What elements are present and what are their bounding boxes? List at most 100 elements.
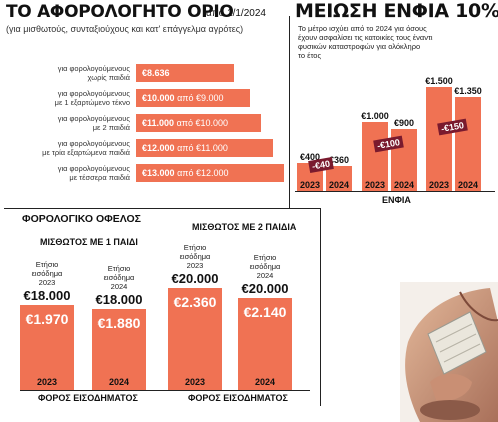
threshold-previous-value: από €11.000 [177,143,228,153]
threshold-value: €8.636 [142,68,170,78]
threshold-row-label-line1: για φορολογούμενους [57,139,130,148]
enfia-subtitle-line4: το έτος [298,51,322,60]
threshold-row-label: για φορολογούμενους χωρίς παιδιά [0,64,130,82]
threshold-bar: €12.000 από €11.000 [136,139,273,157]
enfia-subtitle-line3: φυσικών καταστροφών για ολόκληρο [298,42,421,51]
benefit-income-label-line2: εισόδημα [179,252,211,261]
enfia-bar-2024 [326,166,352,191]
benefit-tax-value: €1.970 [25,311,69,327]
enfia-subtitle-line1: Το μέτρο ισχύει από το 2024 για όσους [298,24,427,33]
benefit-income-year: 2024 [110,282,128,291]
threshold-row-label-line2: με τέσσερα παιδιά [69,173,130,182]
benefit-income-label: Ετήσιο εισόδημα 2024 [92,264,146,291]
threshold-bar: €10.000 από €9.000 [136,89,250,107]
enfia-subtitle-line2: έχουν ασφαλίσει τις κατοικίες τους έναντ… [298,33,433,42]
threshold-bar: €8.636 [136,64,234,82]
benefit-income-value: €20.000 [171,271,219,286]
benefit-income-label-line1: Ετήσιο [107,264,131,273]
enfia-bar-2023 [362,122,388,191]
benefit-income-label-line1: Ετήσιο [183,243,207,252]
benefit-income-value: €20.000 [241,281,289,296]
benefit-income-year: 2024 [256,271,274,280]
threshold-row-label-line2: χωρίς παιδιά [87,73,130,82]
enfia-year-label: 2024 [393,180,415,190]
enfia-year-label: 2024 [457,180,479,190]
benefit-baseline [20,390,310,391]
threshold-previous-value: από €12.000 [177,168,229,178]
threshold-value: €12.000 [142,143,175,153]
benefit-income-label-line2: εισόδημα [103,273,135,282]
enfia-baseline [295,191,495,192]
benefit-bar-2024 [238,298,292,390]
threshold-row-label-line1: για φορολογούμενους [57,164,130,173]
hands-money-photo [400,282,498,422]
threshold-subtitle: (για μισθωτούς, συνταξιούχους και κατ' ε… [6,24,244,34]
enfia-value-2024: €900 [393,118,415,128]
benefit-left-xlabel: ΦΟΡΟΣ ΕΙΣΟΔΗΜΑΤΟΣ [38,393,138,403]
threshold-value: €13.000 [142,168,175,178]
enfia-year-label: 2023 [364,180,386,190]
enfia-year-label: 2023 [299,180,321,190]
enfia-year-label: 2024 [328,180,350,190]
threshold-row-label-line2: με 1 εξαρτώμενο τέκνο [54,98,130,107]
benefit-tax-value: €2.140 [243,304,287,320]
divider-vertical [289,16,290,208]
threshold-title: ΤΟ ΑΦΟΡΟΛΟΓΗΤΟ ΟΡΙΟ [6,2,234,22]
threshold-bar-value: €8.636 [136,64,234,82]
enfia-value-2023: €400 [299,152,321,162]
divider-vertical-bottom [320,208,321,406]
enfia-year-label: 2023 [428,180,450,190]
threshold-previous-value: από €10.000 [176,118,229,128]
benefit-income-label: Ετήσιο εισόδημα 2023 [168,243,222,270]
threshold-value: €10.000 [142,93,175,103]
enfia-subtitle: Το μέτρο ισχύει από το 2024 για όσους έχ… [298,24,433,60]
benefit-year-label: 2023 [184,377,206,387]
benefit-income-label: Ετήσιο εισόδημα 2023 [20,260,74,287]
enfia-bar-2024 [455,97,481,191]
benefit-income-label-line2: εισόδημα [249,262,281,271]
threshold-bar-value: €12.000 από €11.000 [136,139,273,157]
benefit-income-label: Ετήσιο εισόδημα 2024 [238,253,292,280]
enfia-title: ΜΕΙΩΣΗ ΕΝΦΙΑ 10% [295,0,498,22]
threshold-row-label-line1: για φορολογούμενους [57,89,130,98]
threshold-row-label: για φορολογούμενους με 1 εξαρτώμενο τέκνο [0,89,130,107]
threshold-bar-value: €13.000 από €12.000 [136,164,284,182]
threshold-row-label-line1: για φορολογούμενους [57,64,130,73]
benefit-income-label-line1: Ετήσιο [35,260,59,269]
benefit-right-heading: ΜΙΣΘΩΤΟΣ ΜΕ 2 ΠΑΙΔΙΑ [192,222,297,232]
threshold-row-label-line2: με τρία εξαρτώμενα παιδιά [42,148,130,157]
benefit-right-xlabel: ΦΟΡΟΣ ΕΙΣΟΔΗΜΑΤΟΣ [188,393,288,403]
benefit-income-label-line1: Ετήσιο [253,253,277,262]
benefit-year-label: 2024 [108,377,130,387]
threshold-date: από 1/1/2024 [206,8,266,19]
enfia-value-2024: €360 [328,155,350,165]
benefit-tax-value: €2.360 [173,294,217,310]
enfia-value-2023: €1.500 [425,76,453,86]
threshold-row-label-line2: με 2 παιδιά [92,123,130,132]
benefit-income-year: 2023 [186,261,204,270]
threshold-value: €11.000 [142,118,175,128]
threshold-bar: €11.000 από €10.000 [136,114,261,132]
benefit-income-value: €18.000 [95,292,143,307]
threshold-row-label: για φορολογούμενους με 2 παιδιά [0,114,130,132]
threshold-row-label: για φορολογούμενους με τέσσερα παιδιά [0,164,130,182]
benefit-tax-value: €1.880 [97,315,141,331]
threshold-row-label: για φορολογούμενους με τρία εξαρτώμενα πα… [0,139,130,157]
benefit-income-label-line2: εισόδημα [31,269,63,278]
benefit-year-label: 2023 [36,377,58,387]
benefit-income-value: €18.000 [23,288,71,303]
divider-horizontal [4,208,320,209]
enfia-bar-2023 [426,87,452,191]
threshold-bar-value: €11.000 από €10.000 [136,114,261,132]
enfia-value-2023: €1.000 [361,111,389,121]
enfia-value-2024: €1.350 [454,86,482,96]
threshold-row-label-line1: για φορολογούμενους [57,114,130,123]
enfia-xlabel: ΕΝΦΙΑ [382,195,411,205]
benefit-bar-2023 [20,305,74,390]
benefit-bar-2023 [168,288,222,390]
benefit-income-year: 2023 [38,278,56,287]
threshold-previous-value: από €9.000 [177,93,224,103]
benefit-title: ΦΟΡΟΛΟΓΙΚΟ ΟΦΕΛΟΣ [22,213,141,225]
threshold-bar: €13.000 από €12.000 [136,164,284,182]
threshold-bar-value: €10.000 από €9.000 [136,89,250,107]
